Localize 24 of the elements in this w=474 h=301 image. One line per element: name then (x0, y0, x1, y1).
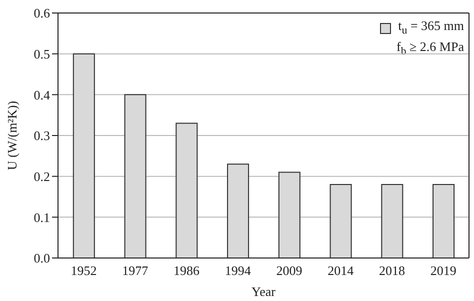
bar (330, 184, 352, 258)
bar (227, 164, 250, 258)
y-tick-label: 0.6 (34, 6, 50, 21)
x-tick-label: 2014 (328, 263, 354, 278)
y-tick-label: 0.1 (34, 210, 50, 225)
y-tick-label: 0.2 (34, 168, 50, 184)
x-tick-label: 1952 (70, 263, 97, 278)
x-tick-label: 1977 (122, 263, 149, 278)
y-tick-label: 0.5 (34, 46, 50, 62)
x-axis-title: Year (252, 284, 276, 299)
bar (72, 53, 95, 258)
x-tick-label: 2018 (378, 263, 405, 278)
y-tick-label: 0.0 (34, 250, 50, 266)
y-tick-label: 0.3 (34, 128, 50, 144)
x-tick-label: 2019 (430, 263, 456, 278)
bar (124, 94, 146, 258)
bar (432, 184, 455, 258)
x-tick-label: 2009 (276, 263, 302, 278)
y-tick-label: 0.4 (34, 87, 50, 102)
x-tick-label: 1986 (173, 263, 200, 278)
bar (278, 172, 300, 258)
bar (176, 122, 198, 258)
bar (381, 184, 404, 258)
x-tick-label: 1994 (224, 263, 252, 278)
